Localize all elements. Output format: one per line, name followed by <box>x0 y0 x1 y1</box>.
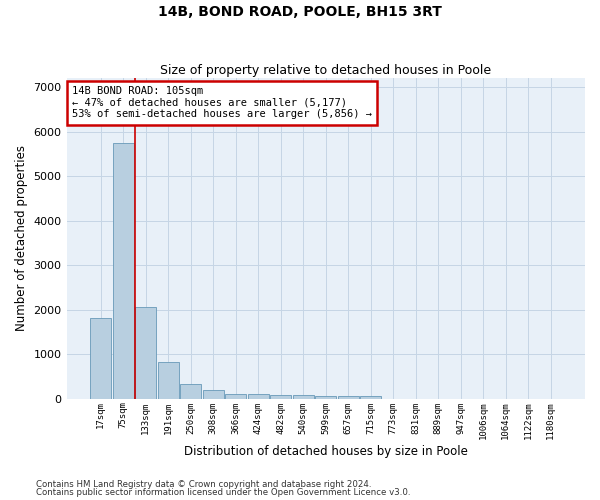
Bar <box>113 142 134 398</box>
Bar <box>248 394 269 398</box>
Title: Size of property relative to detached houses in Poole: Size of property relative to detached ho… <box>160 64 491 77</box>
Text: 14B, BOND ROAD, POOLE, BH15 3RT: 14B, BOND ROAD, POOLE, BH15 3RT <box>158 5 442 19</box>
Bar <box>270 394 292 398</box>
Bar <box>338 396 359 398</box>
Bar <box>293 396 314 398</box>
Text: 14B BOND ROAD: 105sqm
← 47% of detached houses are smaller (5,177)
53% of semi-d: 14B BOND ROAD: 105sqm ← 47% of detached … <box>72 86 372 120</box>
Bar <box>360 396 382 398</box>
Bar <box>225 394 247 398</box>
Bar <box>90 318 112 398</box>
Bar <box>158 362 179 399</box>
Text: Contains public sector information licensed under the Open Government Licence v3: Contains public sector information licen… <box>36 488 410 497</box>
Y-axis label: Number of detached properties: Number of detached properties <box>15 146 28 332</box>
Text: Contains HM Land Registry data © Crown copyright and database right 2024.: Contains HM Land Registry data © Crown c… <box>36 480 371 489</box>
Bar <box>135 308 157 398</box>
Bar <box>315 396 337 398</box>
Bar <box>180 384 202 398</box>
X-axis label: Distribution of detached houses by size in Poole: Distribution of detached houses by size … <box>184 444 468 458</box>
Bar <box>203 390 224 398</box>
